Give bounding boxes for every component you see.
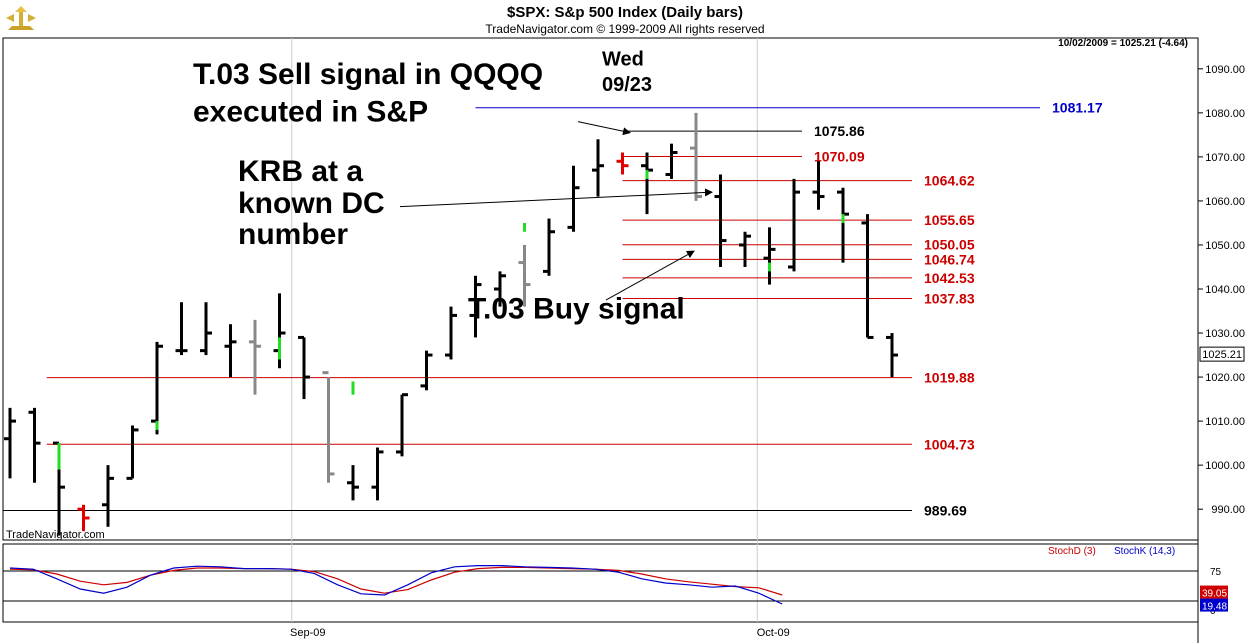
level-label: 1064.62: [924, 173, 975, 189]
annotation-text: known DC: [238, 187, 385, 220]
y-tick-label: 1080.00: [1205, 108, 1245, 120]
grid-lines: [291, 38, 758, 622]
y-tick-label: 1020.00: [1205, 372, 1245, 384]
ohlc-bar: [812, 161, 825, 210]
ohlc-bar: [396, 393, 408, 457]
ohlc-bar: [518, 244, 531, 307]
ohlc-bar: [592, 139, 604, 197]
ohlc-bar: [224, 324, 237, 378]
y-tick-label: 1090.00: [1205, 64, 1245, 76]
ohlc-bar: [102, 465, 114, 527]
y-tick-label: 1050.00: [1205, 240, 1245, 252]
stochK-last-box: [1200, 598, 1228, 612]
ohlc-bar: [739, 231, 751, 267]
y-tick-label: 1060.00: [1205, 196, 1245, 208]
ohlc-bar: [494, 271, 506, 307]
y-tick-label: 990.00: [1211, 504, 1245, 516]
sell-arrow: [577, 121, 631, 136]
annotation-text: 09/23: [602, 74, 652, 96]
stochD-legend: StochD (3): [1048, 546, 1096, 557]
y-tick-label: 1030.00: [1205, 328, 1245, 340]
stochK-legend: StochK (14,3): [1114, 546, 1175, 557]
ohlc-bar: [151, 341, 163, 435]
ohlc-bar: [347, 465, 359, 501]
stochastic-panel-border: [2, 543, 1199, 623]
ohlc-bar: [690, 112, 702, 201]
y-tick-label: 1040.00: [1205, 284, 1245, 296]
stochD-line: [9, 566, 783, 596]
ohlc-bar: [714, 174, 727, 267]
level-label: 1004.73: [924, 436, 975, 452]
ohlc-bar: [861, 214, 874, 339]
ohlc-bar: [665, 143, 678, 179]
watermark-text: TradeNavigator.com: [6, 529, 105, 541]
last-quote-readout: 10/02/2009 = 1025.21 (-4.64): [1058, 38, 1188, 49]
ohlc-bar: [322, 371, 335, 483]
chart-subtitle: TradeNavigator.com © 1999-2009 All right…: [485, 22, 765, 36]
level-label: 1081.17: [1052, 100, 1103, 116]
ohlc-bar: [420, 350, 433, 391]
level-label: 1075.86: [814, 123, 865, 139]
x-tick-label: Oct-09: [757, 627, 790, 639]
level-label: 1046.74: [924, 251, 975, 267]
ohlc-bar: [886, 333, 898, 378]
level-label: 1070.09: [814, 148, 865, 164]
stochK-line: [9, 565, 783, 605]
ohlc-bar: [28, 407, 41, 483]
ohlc-bar: [788, 178, 800, 272]
ohlc-bar: [4, 407, 16, 479]
level-label: 989.69: [924, 503, 967, 519]
y-tick-label: 1070.00: [1205, 152, 1245, 164]
chart-title: $SPX: S&p 500 Index (Daily bars): [507, 4, 743, 21]
price-bars: [4, 112, 898, 536]
date-axis: Sep-09 Oct-09: [290, 627, 790, 639]
ohlc-bar: [126, 425, 139, 480]
ohlc-bar: [837, 187, 849, 263]
ohlc-bar: [543, 218, 555, 276]
ohlc-bar: [77, 504, 90, 532]
annotation-text: number: [238, 218, 348, 251]
y-tick-label: 1010.00: [1205, 416, 1245, 428]
y-tick-label: 1000.00: [1205, 460, 1245, 472]
ohlc-bar: [175, 302, 188, 356]
ohlc-bar: [249, 319, 261, 395]
last-price-box: [1199, 346, 1245, 362]
annotations: T.03 Sell signal in QQQQ executed in S&P K…: [193, 48, 713, 326]
annotation-text: T.03 Sell signal in QQQQ: [193, 58, 543, 91]
ohlc-bar: [469, 275, 482, 338]
level-label: 1055.65: [924, 212, 975, 228]
level-label: 1050.05: [924, 237, 975, 253]
annotation-text: Wed: [602, 48, 644, 70]
level-label: 1037.83: [924, 291, 975, 307]
krb-arrow: [399, 188, 713, 208]
buy-arrow: [605, 250, 695, 301]
x-tick-label: Sep-09: [290, 627, 325, 639]
annotation-text: executed in S&P: [193, 96, 428, 129]
stochK-last-value: 19.48: [1202, 602, 1227, 613]
ohlc-bar: [371, 447, 384, 501]
stochD-last-box: [1200, 585, 1228, 599]
level-label: 1019.88: [924, 370, 975, 386]
ohlc-bar: [445, 306, 457, 360]
main-panel-border: [2, 37, 1199, 541]
stochD-last-value: 39.05: [1202, 589, 1227, 600]
tradenavigator-logo-icon: [6, 6, 36, 30]
stoch-y-label: 75: [1210, 567, 1222, 578]
ohlc-bar: [616, 152, 629, 175]
price-axis: 990.00 1000.00 1010.00 1020.00 1030.00 1040.0…: [1198, 64, 1245, 516]
ohlc-bar: [641, 152, 653, 215]
level-label: 1042.53: [924, 270, 975, 286]
annotation-text: KRB at a: [238, 155, 363, 188]
annotation-text: T.03 Buy signal: [468, 293, 685, 326]
ohlc-bar: [298, 335, 310, 400]
last-price-label: 1025.21: [1202, 349, 1242, 361]
ohlc-bar: [200, 302, 212, 356]
ohlc-bar: [763, 227, 776, 285]
